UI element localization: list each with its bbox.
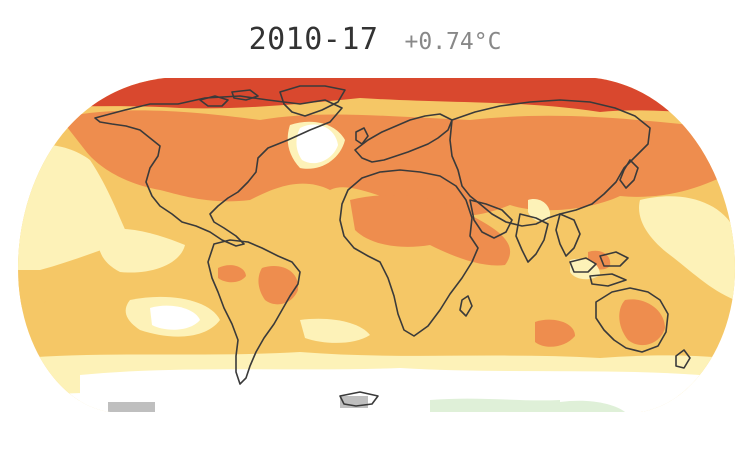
indonesia-mild: [570, 258, 600, 280]
south-america-hot-patch: [258, 266, 299, 305]
south-atlantic-mild: [300, 318, 370, 343]
india-coastline: [515, 213, 549, 263]
tropical-pacific-mild: [639, 196, 735, 300]
australia-hot-patch: [619, 299, 665, 346]
indonesia-islands: [569, 251, 629, 287]
amazon-hot-patch: [218, 265, 246, 283]
northern-hot-band: [60, 110, 735, 217]
arabia-coastline: [469, 199, 513, 239]
west-edge-warm: [18, 278, 48, 310]
coastlines: [94, 85, 691, 407]
australia-coastline: [595, 287, 669, 353]
temperature-anomaly-map: [0, 70, 750, 430]
north-america-coastline: [94, 95, 343, 247]
north-atlantic-neutral: [296, 124, 338, 164]
indian-ocean-hot-patch: [535, 319, 575, 347]
antarctic-cool-patch: [430, 398, 560, 412]
south-pacific-neutral: [150, 305, 200, 330]
map-header: 2010-17 +0.74°C: [0, 22, 750, 62]
nodata-patch-west: [108, 402, 155, 412]
antarctic-cool-patch-east: [560, 400, 625, 412]
greenland-coastline: [279, 85, 346, 117]
arctic-extreme-band: [18, 78, 735, 118]
world-map: [18, 78, 735, 412]
asia-coastline: [449, 99, 651, 227]
eurasia-hot-region: [350, 195, 511, 266]
europe-coastline: [354, 113, 453, 163]
anomaly-label: +0.74°C: [404, 29, 502, 55]
uk-coastline: [355, 127, 369, 145]
new-zealand-coastline: [675, 349, 691, 369]
arabian-sea-mild: [528, 199, 551, 222]
period-label: 2010-17: [248, 22, 379, 57]
antarctica-coastline: [339, 391, 379, 407]
africa-coastline: [339, 169, 479, 337]
japan-coastline: [619, 159, 639, 189]
east-pacific-mild: [98, 228, 185, 273]
south-america-coastline: [207, 239, 301, 385]
madagascar-coastline: [459, 295, 473, 317]
indochina-coastline: [555, 213, 581, 257]
canadian-archipelago: [199, 89, 259, 107]
